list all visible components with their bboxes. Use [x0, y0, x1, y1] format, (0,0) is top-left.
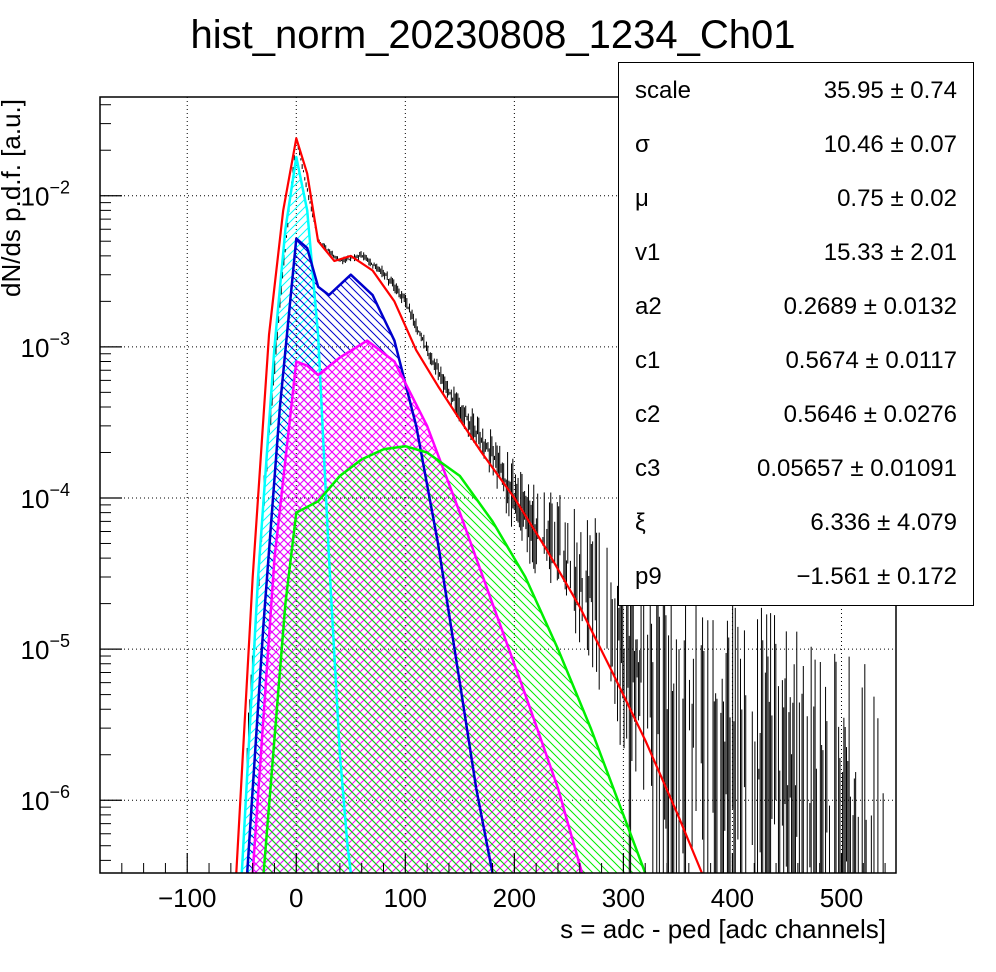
stats-value: 0.5646 ± 0.0276	[783, 401, 957, 428]
stats-value: 15.33 ± 2.01	[823, 239, 957, 266]
stats-name: μ	[635, 185, 649, 212]
series-line	[251, 339, 584, 873]
x-tick-label: 500	[820, 883, 863, 913]
stats-value: 0.5674 ± 0.0117	[785, 347, 957, 374]
stats-row-p9: p9 −1.561 ± 0.172	[619, 549, 973, 603]
stats-value: −1.561 ± 0.172	[796, 563, 957, 590]
stats-row-scale: scale 35.95 ± 0.74	[619, 63, 973, 117]
x-axis-label: s = adc - ped [adc channels]	[560, 914, 886, 944]
y-tick-label: 10−5	[21, 631, 70, 665]
y-tick-label: 10−3	[21, 329, 70, 363]
x-tick-label: 200	[493, 883, 536, 913]
y-tick-label: 10−4	[21, 480, 70, 514]
stats-row-a2: a2 0.2689 ± 0.0132	[619, 279, 973, 333]
stats-value: 10.46 ± 0.07	[823, 131, 957, 158]
x-tick-label: 100	[384, 883, 427, 913]
stats-name: v1	[635, 239, 661, 266]
stats-row-c1: c1 0.5674 ± 0.0117	[619, 333, 973, 387]
stats-value: 6.336 ± 4.079	[810, 509, 957, 536]
stats-row-v1: v1 15.33 ± 2.01	[619, 225, 973, 279]
stats-name: c1	[635, 347, 661, 374]
x-tick-label: −100	[158, 883, 217, 913]
ticks: −100 0 100 200 300 400 500 10−6 10−5 10−4 10−3 10−2	[21, 104, 886, 913]
y-axis-label: dN/ds p.d.f. [a.u.]	[0, 99, 26, 297]
x-tick-label: 0	[289, 883, 303, 913]
stats-value: 0.05657 ± 0.01091	[756, 455, 957, 482]
stats-name: c2	[635, 401, 661, 428]
series-line	[240, 155, 353, 873]
stats-name: scale	[635, 77, 692, 104]
chart-title: hist_norm_20230808_1234_Ch01	[191, 13, 796, 57]
x-tick-label: 400	[711, 883, 754, 913]
fit-stats-box: scale 35.95 ± 0.74 σ 10.46 ± 0.07 μ 0.75…	[618, 62, 974, 606]
stats-name: a2	[635, 293, 662, 320]
series-line	[262, 444, 647, 873]
series-fills	[241, 157, 646, 873]
stats-row-sigma: σ 10.46 ± 0.07	[619, 117, 973, 171]
series-line	[235, 137, 703, 873]
stats-name: c3	[635, 455, 661, 482]
y-tick-label: 10−2	[21, 178, 70, 212]
stats-value: 0.75 ± 0.02	[837, 185, 957, 212]
stats-row-xi: ξ 6.336 ± 4.079	[619, 495, 973, 549]
y-tick-label: 10−6	[21, 782, 70, 816]
series-fill	[263, 446, 646, 873]
stats-value: 35.95 ± 0.74	[823, 77, 957, 104]
stats-row-mu: μ 0.75 ± 0.02	[619, 171, 973, 225]
stats-value: 0.2689 ± 0.0132	[783, 293, 957, 320]
stats-name: ξ	[635, 509, 646, 536]
stats-row-c2: c2 0.5646 ± 0.0276	[619, 387, 973, 441]
series-lines	[235, 137, 703, 873]
series-line	[245, 237, 494, 873]
stats-name: σ	[635, 131, 650, 158]
stats-name: p9	[635, 563, 662, 590]
stats-row-c3: c3 0.05657 ± 0.01091	[619, 441, 973, 495]
x-tick-label: 300	[602, 883, 645, 913]
